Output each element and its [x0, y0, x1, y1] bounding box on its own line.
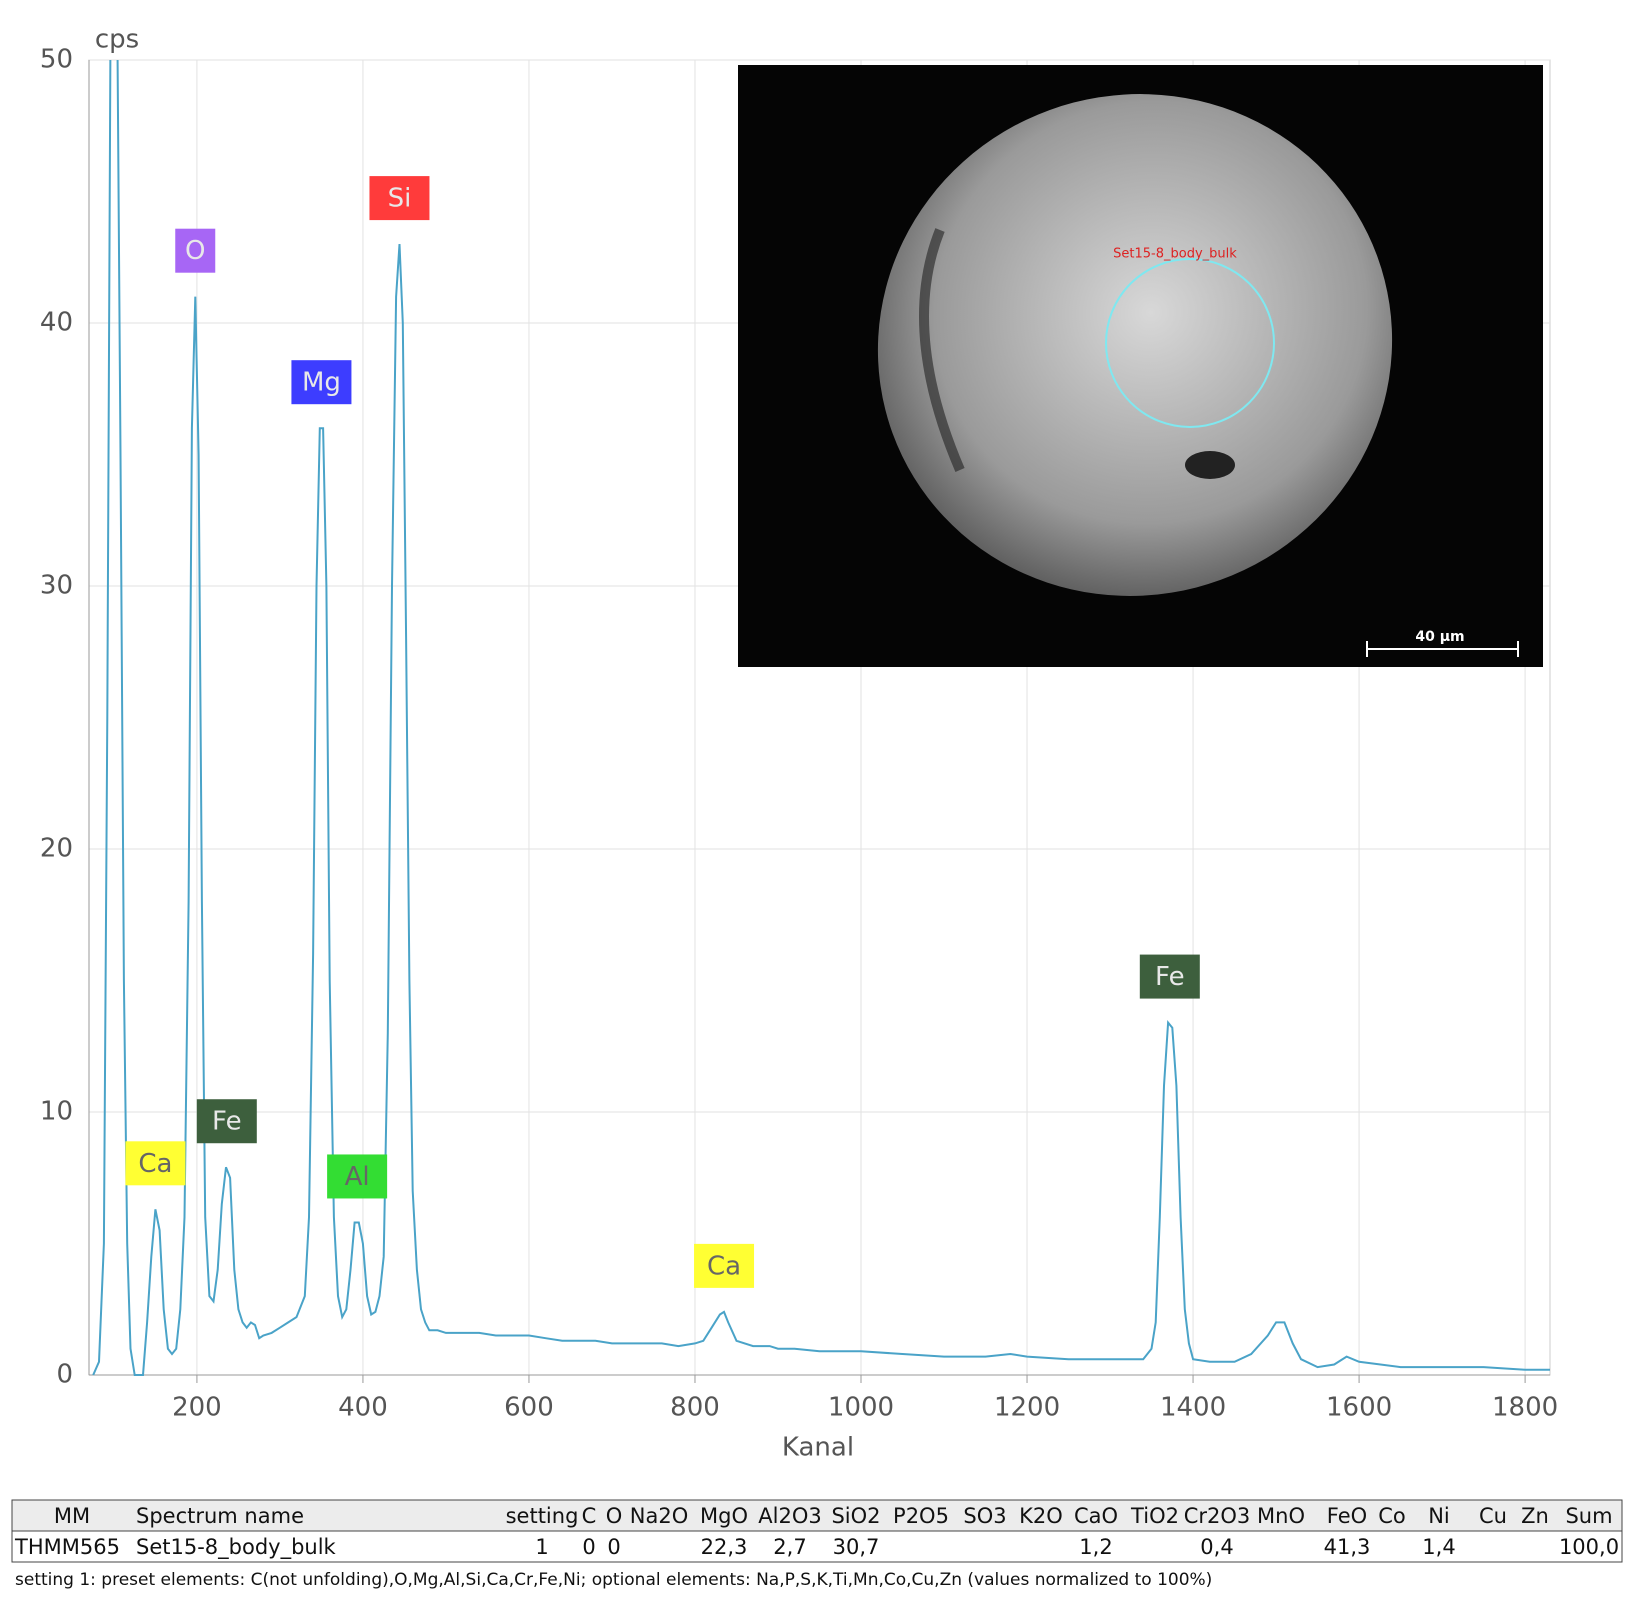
column-header: TiO2 [1130, 1504, 1179, 1528]
column-header: Spectrum name [136, 1504, 304, 1528]
y-axis-label: cps [95, 25, 139, 55]
table-cell: Set15-8_body_bulk [136, 1535, 337, 1560]
table-cell: 1,4 [1422, 1535, 1455, 1559]
table-cell: 1,2 [1079, 1535, 1112, 1559]
plot [92, 60, 1550, 1376]
peak-label: Fe [212, 1107, 242, 1137]
table-cell: 30,7 [833, 1535, 880, 1559]
column-header: C [582, 1504, 597, 1528]
x-tick-label: 1200 [994, 1393, 1060, 1423]
scale-bar-label: 40 µm [1415, 629, 1464, 645]
peak-label: Ca [138, 1149, 172, 1179]
footnote: setting 1: preset elements: C(not unfold… [15, 1570, 1212, 1590]
peak-label-box [327, 1154, 388, 1199]
peak-label: O [185, 236, 205, 266]
peak-label: Fe [1155, 962, 1185, 992]
peak-label-box [369, 176, 430, 221]
analysis-region [1105, 258, 1275, 428]
x-tick-label: 400 [338, 1393, 388, 1423]
table-cell: 0,4 [1200, 1535, 1233, 1559]
table-cell: 100,0 [1559, 1535, 1619, 1559]
pit [1185, 451, 1235, 479]
column-header: MM [54, 1504, 90, 1528]
column-header: SO3 [963, 1504, 1006, 1528]
column-header: Na2O [630, 1504, 688, 1528]
column-header: MnO [1257, 1504, 1305, 1528]
x-tick-label: 800 [670, 1393, 720, 1423]
y-tick-label: 10 [40, 1097, 73, 1127]
table-cell: 22,3 [701, 1535, 748, 1559]
region-label: Set15-8_body_bulk [1113, 247, 1237, 262]
y-tick-label: 40 [40, 308, 73, 338]
column-header: P2O5 [893, 1504, 949, 1528]
column-header: Ni [1428, 1504, 1450, 1528]
table-cell: THMM565 [14, 1535, 120, 1559]
peak-label-box [125, 1141, 186, 1186]
column-header: Sum [1565, 1504, 1612, 1528]
sem-image: Set15-8_body_bulk 40 µm [738, 65, 1543, 667]
table-cell: 1 [535, 1535, 548, 1559]
x-tick-label: 1400 [1160, 1393, 1226, 1423]
crack [919, 228, 965, 472]
column-header: MgO [700, 1504, 748, 1528]
y-tick-label: 50 [40, 45, 73, 75]
peak-label: Si [388, 184, 412, 214]
table-cell: 41,3 [1324, 1535, 1371, 1559]
peak-label-box [1139, 954, 1200, 999]
column-header: Al2O3 [758, 1504, 821, 1528]
table-header [11, 1499, 1623, 1532]
particle [877, 94, 1393, 596]
labels: 0 10 20 30 40 50 200 400 600 800 1000 1200 1400 1600 1… [40, 45, 1558, 1423]
table-cell: 0 [607, 1535, 620, 1559]
x-tick-label: 1800 [1492, 1393, 1558, 1423]
column-header: Zn [1521, 1504, 1549, 1528]
column-header: setting [506, 1504, 579, 1528]
column-header: Co [1378, 1504, 1406, 1528]
column-header: SiO2 [831, 1504, 880, 1528]
column-header: CaO [1074, 1504, 1118, 1528]
x-tick-label: 200 [172, 1393, 222, 1423]
peak-label-box [694, 1243, 755, 1288]
table-cell: 0 [582, 1535, 595, 1559]
x-axis-label: Kanal [782, 1433, 854, 1463]
column-header: O [606, 1504, 623, 1528]
peak-label: Mg [302, 368, 341, 398]
peak-label-box [291, 360, 352, 405]
x-tick-label: 1600 [1326, 1393, 1392, 1423]
column-header: Cu [1479, 1504, 1507, 1528]
table: MM Spectrum name setting C O Na2O MgO Al2O3 SiO2… [11, 1499, 1623, 1563]
peak-label-box [175, 228, 216, 273]
x-tick-label: 600 [504, 1393, 554, 1423]
table-cell: 2,7 [773, 1535, 806, 1559]
y-tick-label: 30 [40, 571, 73, 601]
spectrum-line [92, 60, 1550, 1376]
peak-label-box [196, 1099, 257, 1144]
peak-label: Al [345, 1162, 370, 1192]
y-tick-label: 20 [40, 834, 73, 864]
x-tick-label: 1000 [828, 1393, 894, 1423]
column-header: Cr2O3 [1184, 1504, 1251, 1528]
peak-label: Ca [707, 1251, 741, 1281]
column-header: K2O [1019, 1504, 1063, 1528]
y-tick-label: 0 [56, 1360, 73, 1390]
column-header: FeO [1327, 1504, 1367, 1528]
